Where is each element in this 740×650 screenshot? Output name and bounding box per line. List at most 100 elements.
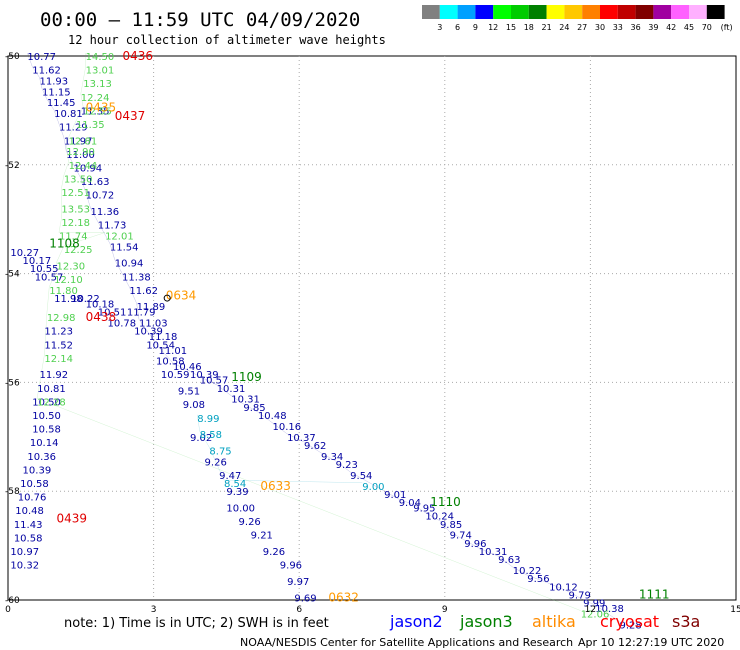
color-bin xyxy=(689,5,707,19)
wave-value-jason2: 10.77 xyxy=(27,52,56,63)
track-line-jason3 xyxy=(36,53,581,611)
wave-value-jason2: 10.81 xyxy=(54,109,83,120)
wave-value-jason2: 9.23 xyxy=(336,460,358,471)
x-tick-label: 9 xyxy=(442,605,448,615)
wave-value-jason2: 11.36 xyxy=(91,207,120,218)
wave-value-jason2: 9.69 xyxy=(294,593,316,604)
wave-value-jason3: 12.10 xyxy=(54,275,83,286)
wave-value-jason2: 10.58 xyxy=(156,357,185,368)
y-tick-label: -58 xyxy=(5,487,20,497)
wave-value-jason2: 10.24 xyxy=(425,512,454,523)
wave-value-jason2: 10.55 xyxy=(30,264,59,275)
wave-value-jason3: 13.50 xyxy=(64,174,93,185)
wave-value-jason2: 10.58 xyxy=(20,479,49,490)
wave-value-jason3: 12.18 xyxy=(61,218,90,229)
color-bin xyxy=(457,5,476,19)
wave-value-jason2: 11.18 xyxy=(149,332,178,343)
wave-value-jason2: 9.21 xyxy=(251,531,273,542)
color-bin xyxy=(422,5,440,19)
pass-time-label: 1109 xyxy=(231,370,262,384)
wave-value-altika: 8.99 xyxy=(197,414,219,425)
wave-value-jason2: 9.99 xyxy=(583,599,605,610)
wave-value-jason2: 9.51 xyxy=(178,387,200,398)
wave-value-jason2: 11.62 xyxy=(32,66,61,77)
wave-value-jason2: 10.94 xyxy=(115,259,144,270)
color-bin-label: 12 xyxy=(488,23,498,32)
wave-value-jason3: 12.25 xyxy=(64,245,93,256)
wave-value-jason2: 10.12 xyxy=(549,582,578,593)
wave-value-jason2: 10.36 xyxy=(27,452,56,463)
wave-value-jason2: 11.63 xyxy=(81,177,110,188)
footer-timestamp: Apr 10 12:27:19 UTC 2020 xyxy=(578,636,724,649)
color-bin-label: 21 xyxy=(542,23,552,32)
color-bin-label: 3 xyxy=(437,23,442,32)
wave-value-jason3: 12.44 xyxy=(69,161,98,172)
wave-value-jason2: 10.14 xyxy=(30,438,59,449)
color-bin-label: 6 xyxy=(455,23,460,32)
pass-time-label: 0438 xyxy=(86,310,117,324)
footer-credit: NOAA/NESDIS Center for Satellite Applica… xyxy=(240,636,573,649)
pass-time-label: 1108 xyxy=(49,237,80,251)
wave-value-jason2: 10.00 xyxy=(226,504,255,515)
satellite-name-s3a: s3a xyxy=(672,612,700,631)
wave-value-jason3: 12.14 xyxy=(44,354,73,365)
wave-value-jason2: 9.62 xyxy=(304,441,326,452)
wave-value-jason2: 11.98 xyxy=(54,294,83,305)
satellite-name-cryosat: cryosat xyxy=(600,612,659,631)
wave-value-altika: 8.58 xyxy=(200,430,222,441)
wave-value-jason2: 10.58 xyxy=(14,533,43,544)
wave-value-jason2: 9.02 xyxy=(190,433,212,444)
wave-value-jason2: 11.62 xyxy=(129,286,158,297)
wave-value-jason2: 9.04 xyxy=(399,498,421,509)
wave-value-jason2: 9.26 xyxy=(263,547,285,558)
satellite-name-jason2: jason2 xyxy=(389,612,443,631)
wave-value-jason3: 12.24 xyxy=(81,93,110,104)
color-bin xyxy=(546,5,565,19)
wave-value-jason2: 9.95 xyxy=(413,504,435,515)
axis-ticks: 0 3 6 9 12 15 -50 -52 -54 -56 -58 -60 xyxy=(5,52,740,615)
wave-value-jason3: 12.01 xyxy=(105,232,134,243)
wave-value-jason2: 11.38 xyxy=(122,272,151,283)
wave-value-jason2: 10.39 xyxy=(23,465,52,476)
wave-value-jason2: 9.34 xyxy=(321,452,343,463)
y-tick-label: -54 xyxy=(5,270,20,280)
wave-value-jason2: 11.54 xyxy=(110,242,139,253)
wave-value-jason3: 11.80 xyxy=(49,286,78,297)
wave-value-jason2: 9.97 xyxy=(287,577,309,588)
color-bin-label: 42 xyxy=(666,23,676,32)
satellite-name-altika: altika xyxy=(532,612,576,631)
plot-frame xyxy=(7,55,737,601)
x-tick-label: 12 xyxy=(585,605,596,615)
wave-value-jason2: 10.38 xyxy=(595,604,624,615)
wave-value-jason2: 11.92 xyxy=(40,370,69,381)
wave-value-jason3: 12.30 xyxy=(57,261,86,272)
wave-value-jason2: 10.46 xyxy=(173,362,202,373)
wave-value-jason2: 11.52 xyxy=(44,340,73,351)
wave-value-jason2: 11.97 xyxy=(64,136,93,147)
color-bin xyxy=(511,5,529,19)
track-line-jason2 xyxy=(27,52,620,622)
pass-time-label: 0435 xyxy=(86,101,117,115)
wave-value-jason2: 10.32 xyxy=(10,561,39,572)
wave-height-values: 10.7711.6211.9311.1511.4510.8111.2911.97… xyxy=(10,52,641,631)
color-bin xyxy=(493,5,511,19)
wave-value-jason3: 12.81 xyxy=(69,136,98,147)
wave-value-jason2: 10.50 xyxy=(32,411,61,422)
color-bin-label: 70 xyxy=(702,23,712,32)
color-bin-label: 27 xyxy=(577,23,587,32)
pass-time-label: 0634 xyxy=(166,288,197,302)
wave-value-jason2: 10.59 xyxy=(161,370,190,381)
color-bin-label: 24 xyxy=(559,23,569,32)
wave-value-jason2: 11.93 xyxy=(40,76,69,87)
wave-value-jason2: 9.26 xyxy=(239,517,261,528)
wave-value-jason3: 13.13 xyxy=(83,79,112,90)
wave-value-jason2: 10.97 xyxy=(10,547,39,558)
color-bin xyxy=(600,5,618,19)
pass-marker xyxy=(163,294,171,302)
y-tick-label: -60 xyxy=(5,596,20,606)
color-bin-label: 33 xyxy=(613,23,623,32)
chart-subtitle: 12 hour collection of altimeter wave hei… xyxy=(68,33,386,47)
wave-value-jason2: 10.27 xyxy=(10,248,39,259)
pass-time-label: 0439 xyxy=(57,511,88,525)
